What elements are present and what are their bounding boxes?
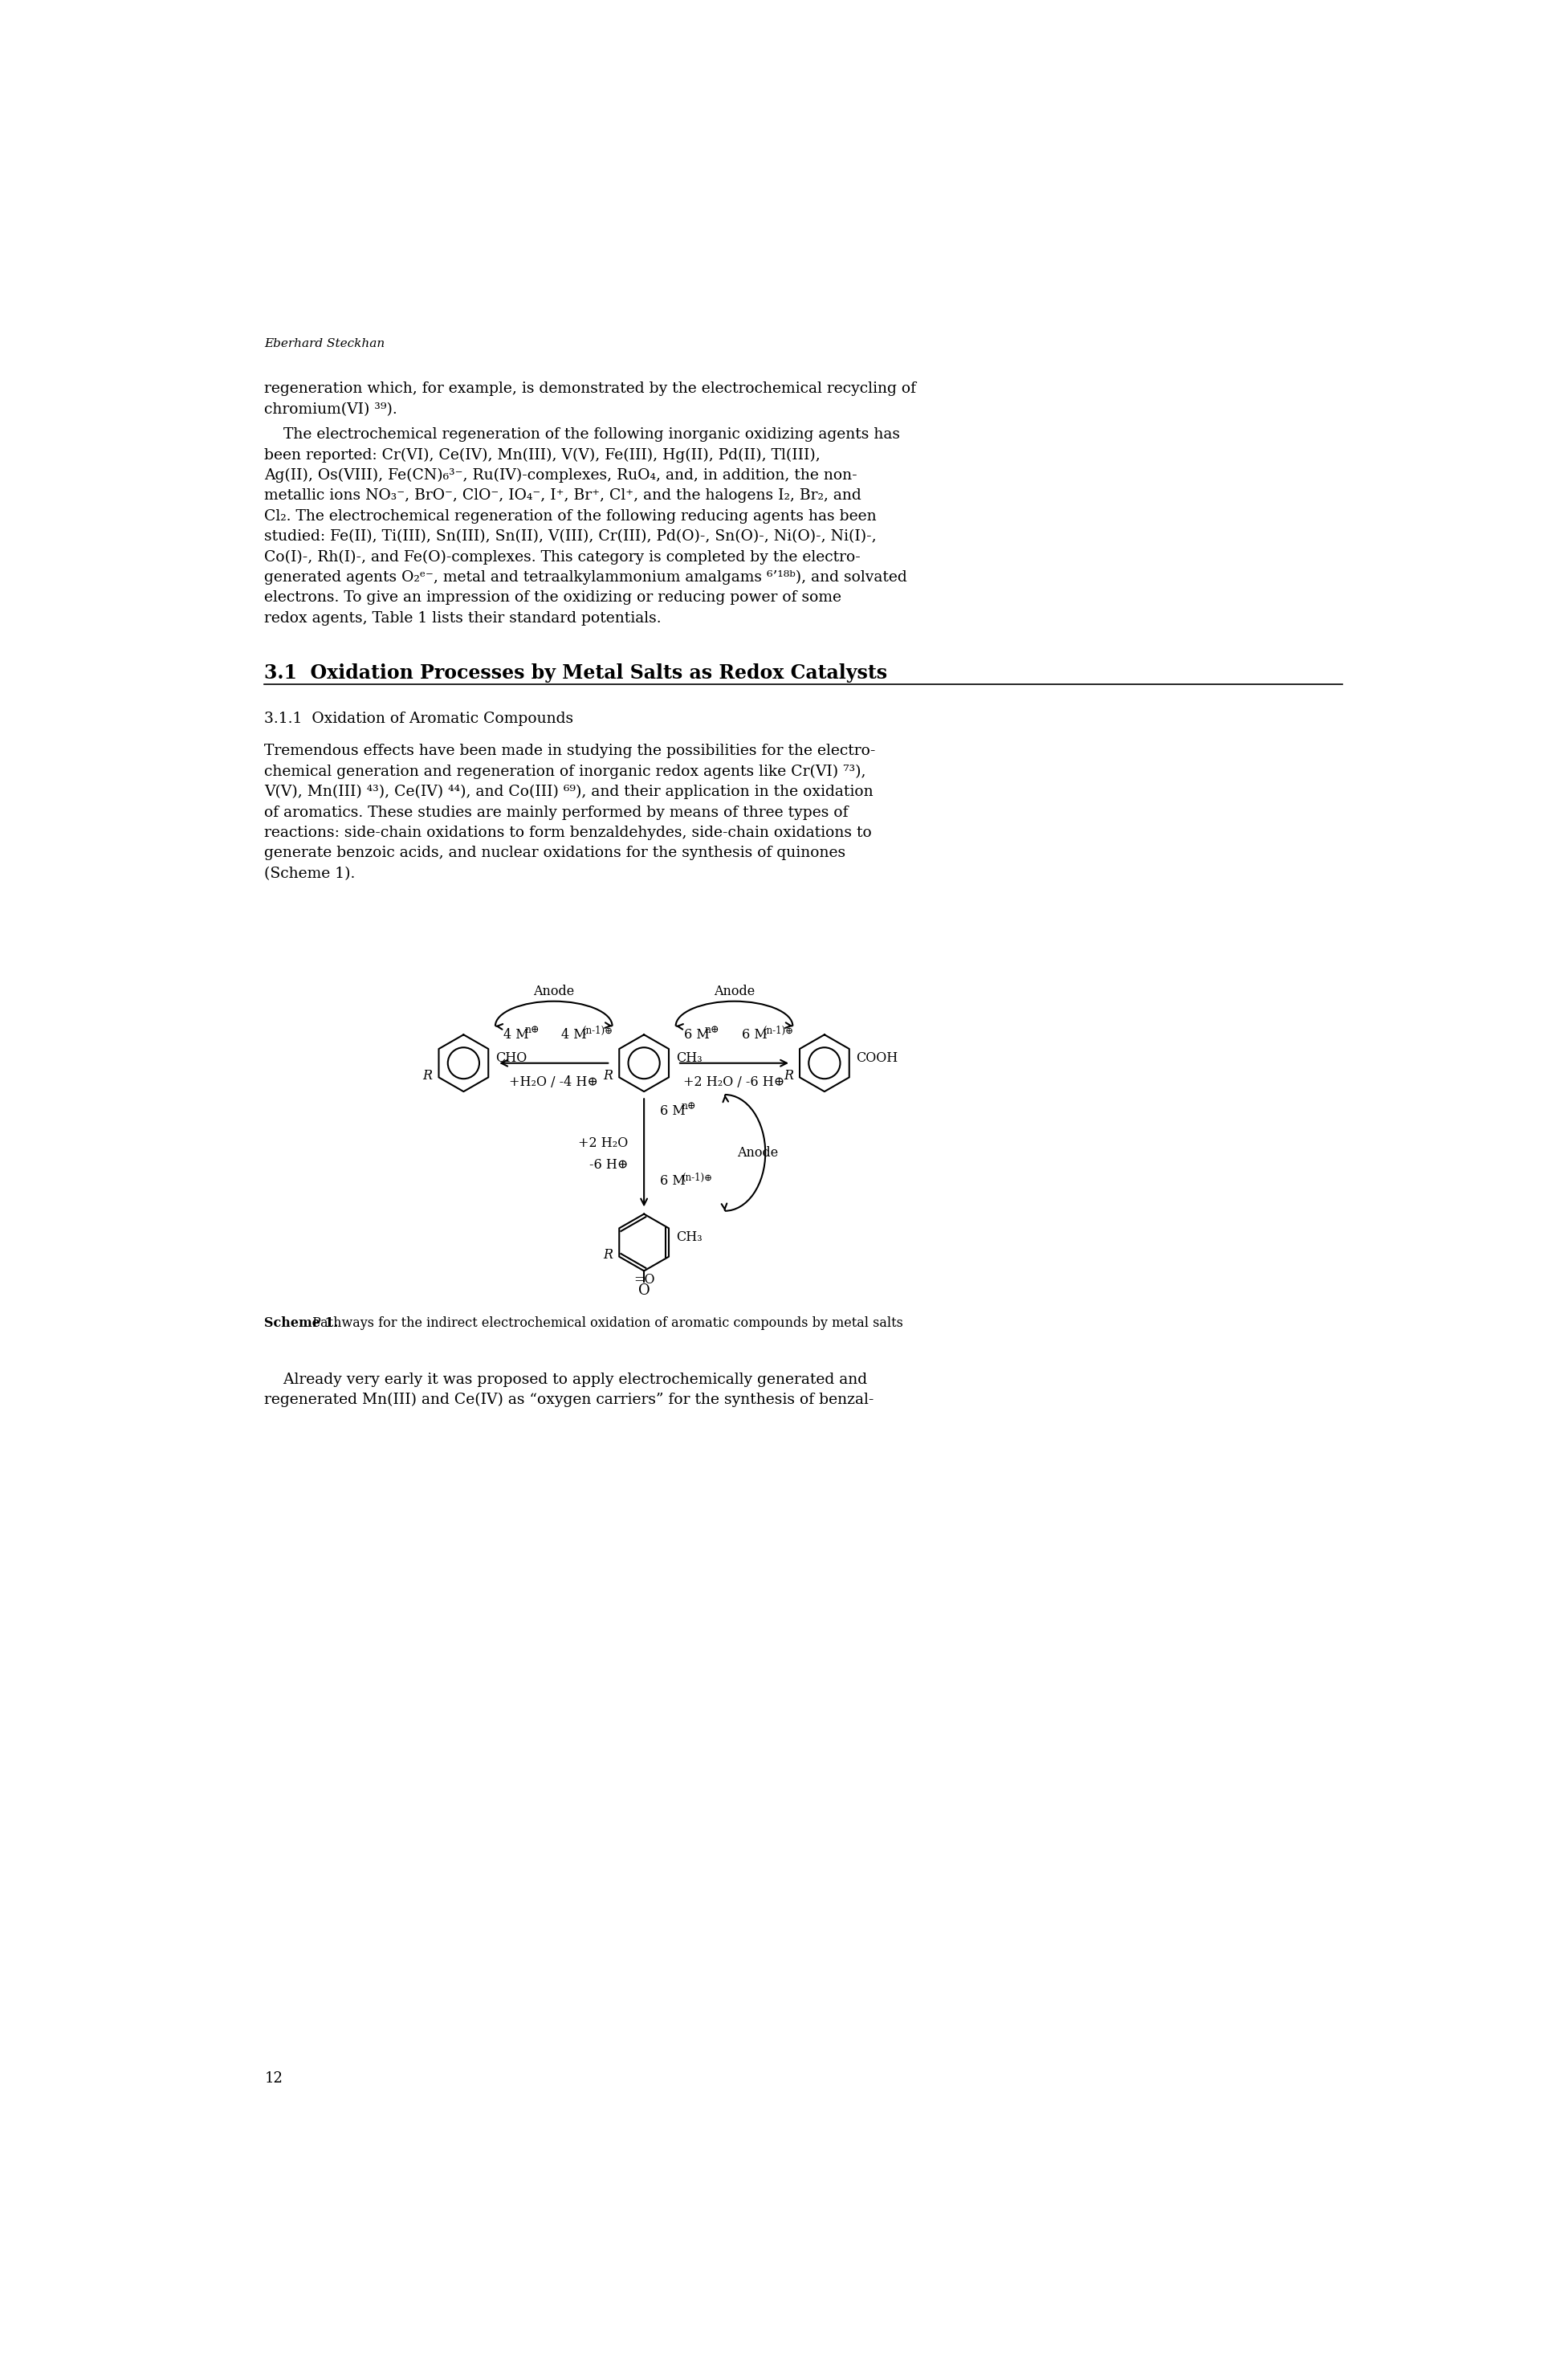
Text: Cl₂. The electrochemical regeneration of the following reducing agents has been: Cl₂. The electrochemical regeneration of… <box>265 509 877 523</box>
Text: (n-1)⊕: (n-1)⊕ <box>764 1024 793 1036</box>
Text: regeneration which, for example, is demonstrated by the electrochemical recyclin: regeneration which, for example, is demo… <box>265 381 916 395</box>
Text: metallic ions NO₃⁻, BrO⁻, ClO⁻, IO₄⁻, I⁺, Br⁺, Cl⁺, and the halogens I₂, Br₂, an: metallic ions NO₃⁻, BrO⁻, ClO⁻, IO₄⁻, I⁺… <box>265 490 861 504</box>
Text: R: R <box>604 1069 613 1084</box>
Text: of aromatics. These studies are mainly performed by means of three types of: of aromatics. These studies are mainly p… <box>265 804 848 819</box>
Text: R: R <box>784 1069 793 1084</box>
Text: studied: Fe(II), Ti(III), Sn(III), Sn(II), V(III), Cr(III), Pd(O)-, Sn(O)-, Ni(O: studied: Fe(II), Ti(III), Sn(III), Sn(II… <box>265 530 877 544</box>
Text: reactions: side-chain oxidations to form benzaldehydes, side-chain oxidations to: reactions: side-chain oxidations to form… <box>265 826 872 840</box>
Text: been reported: Cr(VI), Ce(IV), Mn(III), V(V), Fe(III), Hg(II), Pd(II), Tl(III),: been reported: Cr(VI), Ce(IV), Mn(III), … <box>265 447 820 461</box>
Text: R: R <box>604 1249 613 1261</box>
Text: n⊕: n⊕ <box>706 1024 720 1036</box>
Text: COOH: COOH <box>856 1051 898 1065</box>
Text: (Scheme 1).: (Scheme 1). <box>265 866 356 880</box>
Text: n⊕: n⊕ <box>682 1100 696 1112</box>
Text: CH₃: CH₃ <box>676 1051 702 1065</box>
Text: redox agents, Table 1 lists their standard potentials.: redox agents, Table 1 lists their standa… <box>265 610 662 625</box>
Text: CHO: CHO <box>495 1051 527 1065</box>
Text: Anode: Anode <box>533 984 574 998</box>
Text: Co(I)-, Rh(I)-, and Fe(O)-complexes. This category is completed by the electro-: Co(I)-, Rh(I)-, and Fe(O)-complexes. Thi… <box>265 549 861 565</box>
Text: CH₃: CH₃ <box>676 1230 702 1245</box>
Text: O: O <box>638 1282 649 1297</box>
Text: (n-1)⊕: (n-1)⊕ <box>582 1024 613 1036</box>
Text: Pathways for the indirect electrochemical oxidation of aromatic compounds by met: Pathways for the indirect electrochemica… <box>307 1315 903 1330</box>
Text: 6 M: 6 M <box>660 1174 685 1188</box>
Text: +2 H₂O / -6 H⊕: +2 H₂O / -6 H⊕ <box>684 1077 786 1088</box>
Text: generate benzoic acids, and nuclear oxidations for the synthesis of quinones: generate benzoic acids, and nuclear oxid… <box>265 847 845 861</box>
Text: =O: =O <box>633 1273 654 1287</box>
Text: R: R <box>423 1069 433 1084</box>
Text: (n-1)⊕: (n-1)⊕ <box>682 1171 712 1183</box>
Text: 12: 12 <box>265 2070 282 2084</box>
Text: Scheme 1.: Scheme 1. <box>265 1315 339 1330</box>
Text: 3.1  Oxidation Processes by Metal Salts as Redox Catalysts: 3.1 Oxidation Processes by Metal Salts a… <box>265 662 887 684</box>
Text: n⊕: n⊕ <box>525 1024 539 1036</box>
Text: Anode: Anode <box>737 1145 778 1159</box>
Text: chemical generation and regeneration of inorganic redox agents like Cr(VI) ⁷³),: chemical generation and regeneration of … <box>265 764 866 778</box>
Text: -6 H⊕: -6 H⊕ <box>590 1159 629 1171</box>
Text: Tremendous effects have been made in studying the possibilities for the electro-: Tremendous effects have been made in stu… <box>265 743 875 759</box>
Text: generated agents O₂ᵉ⁻, metal and tetraalkylammonium amalgams ⁶’¹⁸ᵇ), and solvate: generated agents O₂ᵉ⁻, metal and tetraal… <box>265 570 908 584</box>
Text: 6 M: 6 M <box>660 1105 685 1117</box>
Text: 3.1.1  Oxidation of Aromatic Compounds: 3.1.1 Oxidation of Aromatic Compounds <box>265 712 574 726</box>
Text: +H₂O / -4 H⊕: +H₂O / -4 H⊕ <box>510 1077 599 1088</box>
Text: Eberhard Steckhan: Eberhard Steckhan <box>265 338 386 350</box>
Text: electrons. To give an impression of the oxidizing or reducing power of some: electrons. To give an impression of the … <box>265 592 842 606</box>
Text: Ag(II), Os(VIII), Fe(CN)₆³⁻, Ru(IV)-complexes, RuO₄, and, in addition, the non-: Ag(II), Os(VIII), Fe(CN)₆³⁻, Ru(IV)-comp… <box>265 468 858 483</box>
Text: +2 H₂O: +2 H₂O <box>579 1136 629 1150</box>
Text: The electrochemical regeneration of the following inorganic oxidizing agents has: The electrochemical regeneration of the … <box>265 428 900 442</box>
Text: chromium(VI) ³⁹).: chromium(VI) ³⁹). <box>265 402 398 416</box>
Text: 6 M: 6 M <box>742 1027 767 1041</box>
Text: Already very early it was proposed to apply electrochemically generated and: Already very early it was proposed to ap… <box>265 1372 867 1386</box>
Text: V(V), Mn(III) ⁴³), Ce(IV) ⁴⁴), and Co(III) ⁶⁹), and their application in the oxi: V(V), Mn(III) ⁴³), Ce(IV) ⁴⁴), and Co(II… <box>265 786 873 800</box>
Text: Anode: Anode <box>713 984 754 998</box>
Text: regenerated Mn(III) and Ce(IV) as “oxygen carriers” for the synthesis of benzal-: regenerated Mn(III) and Ce(IV) as “oxyge… <box>265 1394 873 1408</box>
Text: 4 M: 4 M <box>561 1027 586 1041</box>
Text: 6 M: 6 M <box>684 1027 709 1041</box>
Text: 4 M: 4 M <box>503 1027 528 1041</box>
